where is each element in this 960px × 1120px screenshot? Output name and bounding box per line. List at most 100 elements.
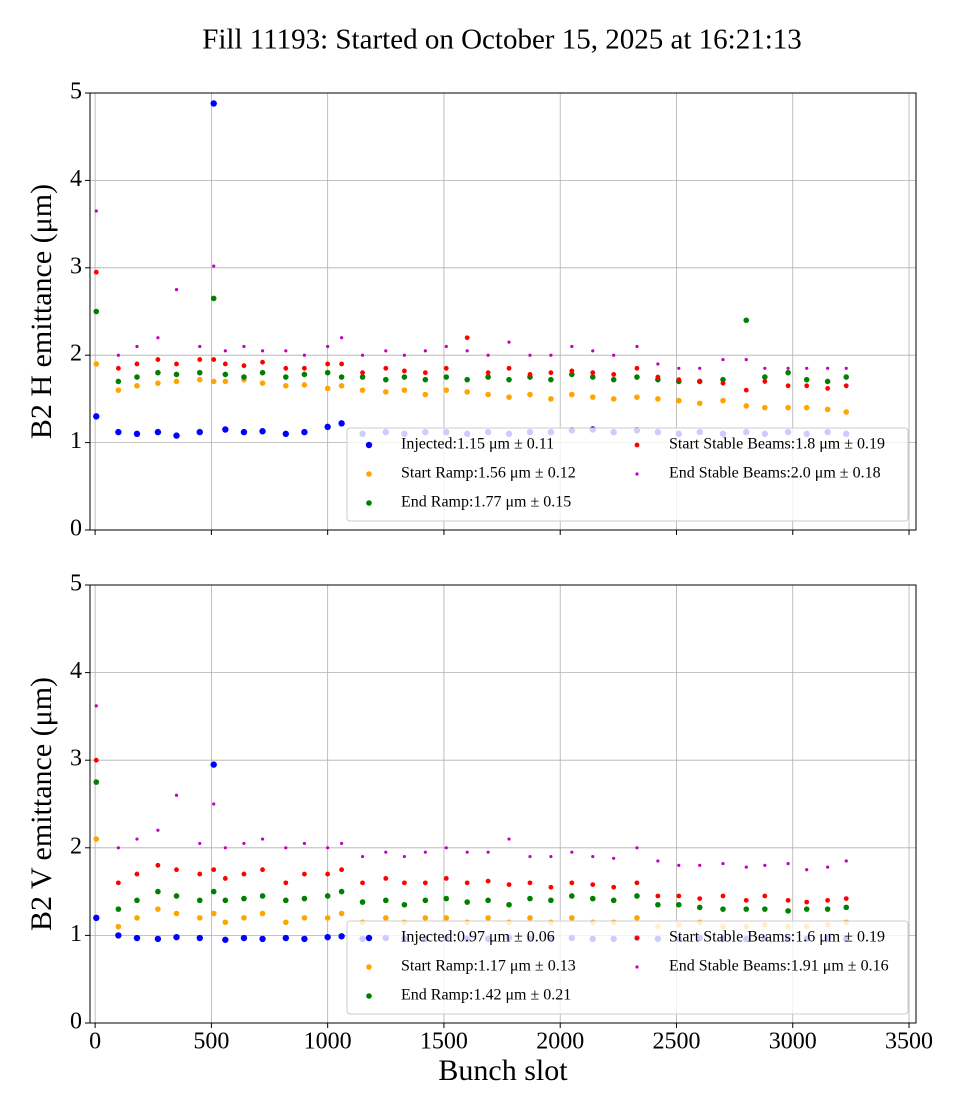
legend-marker [365, 934, 373, 942]
point [155, 888, 161, 895]
point [154, 428, 162, 436]
point [826, 865, 830, 869]
point [325, 871, 331, 877]
point [240, 934, 248, 942]
point [173, 910, 180, 917]
point [402, 854, 407, 859]
point [548, 884, 554, 890]
point [443, 365, 449, 371]
point [338, 910, 345, 917]
point [135, 837, 139, 841]
point [464, 376, 470, 383]
point [444, 344, 448, 349]
point [301, 371, 308, 378]
point [486, 850, 490, 854]
point [656, 362, 660, 366]
point [156, 828, 160, 832]
point [340, 336, 344, 340]
point [443, 895, 450, 902]
point [805, 868, 809, 872]
point [785, 369, 791, 376]
point [302, 365, 307, 371]
point [549, 854, 553, 859]
point [115, 923, 122, 930]
point [785, 404, 791, 411]
point [155, 906, 161, 912]
point [134, 897, 140, 904]
point [763, 366, 767, 370]
legend-label: Injected:1.15 μm ± 0.11 [401, 436, 554, 453]
point [135, 344, 139, 349]
series-points [93, 779, 850, 914]
point [548, 897, 554, 904]
point [569, 915, 575, 921]
point [212, 264, 216, 268]
point [676, 377, 682, 383]
y-tick-label: 2 [70, 341, 82, 367]
point [744, 357, 748, 362]
point [196, 376, 203, 383]
point [241, 363, 247, 369]
point [589, 374, 596, 380]
point [338, 374, 345, 380]
point [443, 915, 450, 921]
point [338, 420, 345, 427]
legend-box [346, 427, 909, 522]
point [422, 915, 429, 921]
x-axis-label: Bunch slot [438, 1054, 568, 1087]
y-tick-label: 1 [70, 921, 82, 947]
point [156, 336, 160, 340]
point [360, 353, 365, 357]
point [569, 368, 575, 374]
point [824, 378, 831, 385]
legend-box [346, 920, 909, 1015]
point [324, 385, 331, 392]
point [324, 369, 331, 376]
point [383, 876, 389, 881]
point [804, 899, 810, 905]
point [589, 895, 596, 902]
point [843, 896, 849, 902]
point [283, 365, 289, 371]
point [401, 901, 408, 908]
point [485, 370, 491, 376]
point [283, 880, 289, 886]
point [241, 871, 247, 877]
point [634, 915, 640, 921]
point [612, 353, 616, 357]
point [210, 378, 217, 385]
legend-marker [366, 471, 372, 477]
point [359, 899, 366, 905]
point [196, 369, 203, 376]
point [301, 382, 308, 388]
point [634, 893, 640, 899]
point [134, 871, 140, 877]
point [611, 884, 617, 890]
point [222, 426, 229, 433]
point [803, 404, 810, 411]
point [528, 854, 532, 859]
legend-label: End Stable Beams:1.91 μm ± 0.16 [669, 958, 889, 975]
point [527, 880, 533, 886]
series-points [93, 361, 850, 415]
x-tick-label: 1000 [304, 1029, 352, 1055]
y-tick-label: 4 [70, 658, 82, 684]
point [241, 374, 247, 380]
point [284, 349, 288, 353]
point [443, 876, 449, 881]
point [423, 850, 427, 854]
point [173, 371, 180, 378]
point [465, 850, 469, 854]
legend-marker [634, 442, 640, 448]
point [259, 369, 266, 376]
point [384, 349, 388, 353]
y-tick-label: 2 [70, 833, 82, 859]
point [697, 896, 703, 902]
point [338, 933, 345, 940]
point [803, 906, 810, 912]
point [339, 361, 345, 367]
point [359, 374, 366, 380]
point [743, 317, 750, 324]
point [762, 893, 768, 899]
y-tick-label: 1 [70, 428, 82, 454]
